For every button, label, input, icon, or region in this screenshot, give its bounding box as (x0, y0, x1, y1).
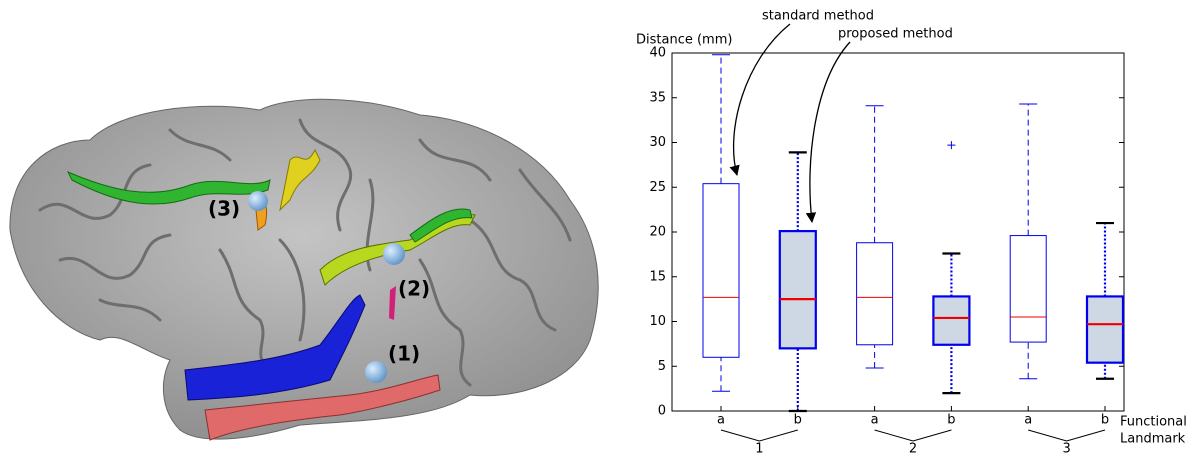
annotation-arrow (805, 41, 851, 224)
landmark-label: (3) (208, 197, 240, 221)
y-tick-label: 40 (649, 46, 666, 61)
annotation: proposed method (838, 27, 953, 42)
box (1009, 235, 1047, 343)
landmark-label: (1) (388, 342, 420, 366)
y-tick-label: 30 (649, 135, 666, 150)
x-axis-label: Functional (1120, 415, 1187, 430)
box (1085, 295, 1125, 364)
y-tick-label: 5 (658, 359, 666, 374)
annotation-arrow (729, 23, 791, 177)
y-tick-label: 35 (649, 90, 666, 105)
x-tick-label: a (871, 413, 879, 428)
y-tick-label: 0 (658, 404, 666, 419)
x-tick-label: a (1024, 413, 1032, 428)
box (856, 242, 894, 346)
y-tick-label: 10 (649, 314, 666, 329)
landmark-label: (2) (398, 277, 430, 301)
x-tick-label: b (1101, 413, 1109, 428)
brain-render: (1) (2) (3) (9, 98, 599, 441)
annotation: standard method (762, 9, 874, 24)
outlier (947, 141, 956, 150)
x-tick-label: b (794, 413, 802, 428)
plot-frame (671, 52, 1125, 412)
group-brace (874, 429, 952, 442)
y-tick-label: 20 (649, 225, 666, 240)
group-label: 3 (1062, 442, 1070, 456)
group-brace (720, 429, 798, 442)
x-axis-label: Landmark (1120, 432, 1186, 447)
x-tick-label: b (947, 413, 955, 428)
y-tick-label: 15 (649, 269, 666, 284)
y-tick-label: 25 (649, 180, 666, 195)
box (778, 230, 817, 350)
group-label: 2 (909, 442, 917, 456)
y-axis-label: Distance (mm) (636, 33, 732, 48)
x-tick-label: a (717, 413, 725, 428)
box (702, 183, 740, 358)
group-label: 1 (755, 442, 763, 456)
box (932, 295, 971, 346)
group-brace (1028, 429, 1106, 442)
